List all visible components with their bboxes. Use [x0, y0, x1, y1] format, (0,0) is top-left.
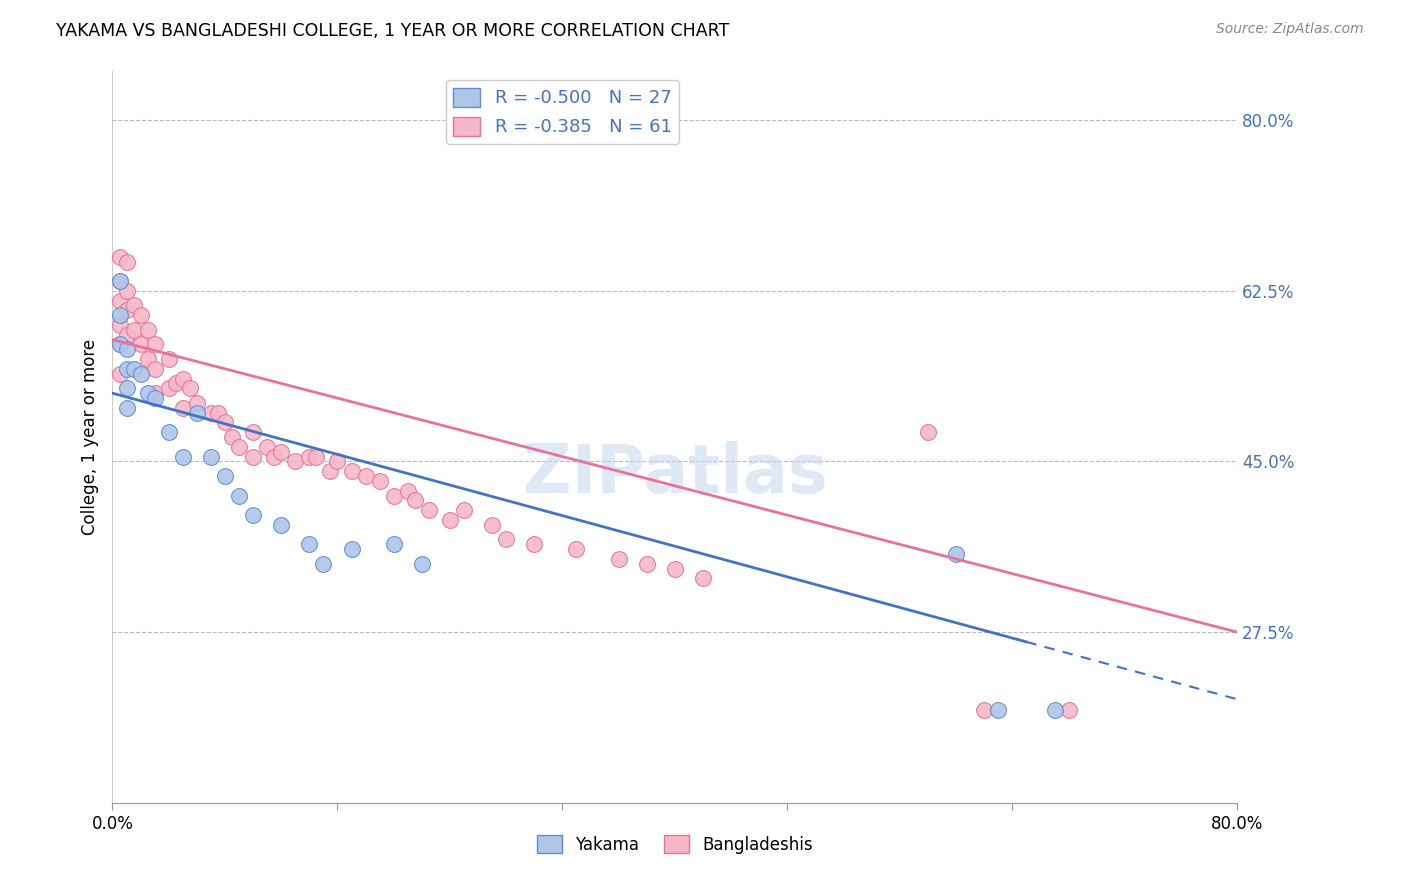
Point [108, 250, 131, 264]
Text: ZIPatlas: ZIPatlas [523, 441, 827, 507]
Point [172, 371, 194, 385]
Point [200, 450, 222, 464]
Point [129, 308, 152, 322]
Point [607, 552, 630, 566]
Point [172, 450, 194, 464]
Point [305, 450, 328, 464]
Point [242, 425, 264, 440]
Point [214, 416, 236, 430]
Point [129, 367, 152, 381]
Point [108, 318, 131, 332]
Point [122, 298, 145, 312]
Y-axis label: College, 1 year or more: College, 1 year or more [80, 339, 98, 535]
Point [411, 557, 433, 571]
Legend: Yakama, Bangladeshis: Yakama, Bangladeshis [530, 829, 820, 860]
Point [263, 450, 285, 464]
Point [228, 440, 250, 454]
Point [200, 406, 222, 420]
Point [115, 254, 138, 268]
Point [453, 503, 475, 517]
Point [692, 572, 714, 586]
Point [136, 323, 159, 337]
Point [143, 337, 166, 351]
Point [987, 703, 1010, 717]
Point [221, 430, 243, 444]
Point [143, 391, 166, 405]
Point [326, 454, 349, 468]
Point [115, 381, 138, 395]
Point [136, 386, 159, 401]
Point [382, 537, 405, 551]
Point [664, 562, 686, 576]
Point [368, 474, 391, 488]
Point [108, 367, 131, 381]
Point [354, 469, 377, 483]
Point [404, 493, 426, 508]
Point [523, 537, 546, 551]
Point [945, 547, 967, 561]
Point [165, 376, 187, 391]
Point [115, 361, 138, 376]
Point [1043, 703, 1066, 717]
Point [186, 396, 208, 410]
Point [340, 542, 363, 557]
Point [108, 337, 131, 351]
Point [495, 533, 517, 547]
Point [186, 406, 208, 420]
Point [917, 425, 939, 440]
Point [1057, 703, 1080, 717]
Point [157, 352, 180, 367]
Point [270, 444, 292, 458]
Point [143, 361, 166, 376]
Point [115, 284, 138, 298]
Point [108, 274, 131, 288]
Point [312, 557, 335, 571]
Point [115, 303, 138, 318]
Point [115, 327, 138, 342]
Point [298, 537, 321, 551]
Point [122, 361, 145, 376]
Point [115, 401, 138, 415]
Point [214, 469, 236, 483]
Point [396, 483, 419, 498]
Point [242, 508, 264, 522]
Point [256, 440, 278, 454]
Text: Source: ZipAtlas.com: Source: ZipAtlas.com [1216, 22, 1364, 37]
Point [143, 386, 166, 401]
Point [207, 406, 229, 420]
Point [108, 308, 131, 322]
Point [108, 293, 131, 308]
Point [382, 489, 405, 503]
Point [172, 401, 194, 415]
Point [157, 425, 180, 440]
Point [636, 557, 658, 571]
Point [108, 274, 131, 288]
Point [136, 352, 159, 367]
Point [108, 337, 131, 351]
Point [270, 517, 292, 532]
Point [157, 381, 180, 395]
Point [319, 464, 342, 478]
Point [340, 464, 363, 478]
Text: YAKAMA VS BANGLADESHI COLLEGE, 1 YEAR OR MORE CORRELATION CHART: YAKAMA VS BANGLADESHI COLLEGE, 1 YEAR OR… [56, 22, 730, 40]
Point [481, 517, 503, 532]
Point [298, 450, 321, 464]
Point [179, 381, 201, 395]
Point [228, 489, 250, 503]
Point [284, 454, 307, 468]
Point [418, 503, 440, 517]
Point [565, 542, 588, 557]
Point [122, 323, 145, 337]
Point [973, 703, 995, 717]
Point [129, 337, 152, 351]
Point [439, 513, 461, 527]
Point [115, 343, 138, 357]
Point [242, 450, 264, 464]
